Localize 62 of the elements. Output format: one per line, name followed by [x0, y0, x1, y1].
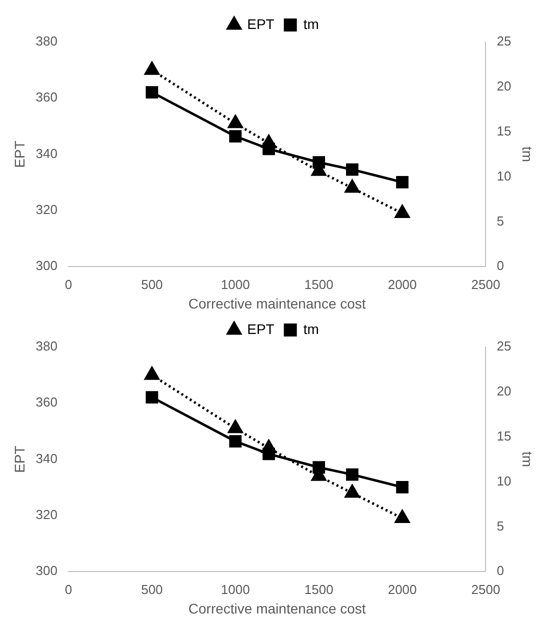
- y2-tick-label: 20: [496, 384, 512, 398]
- y2-tick-label: 10: [496, 168, 512, 184]
- y-tick-label: 380: [36, 338, 58, 354]
- y2-tick-label: 5: [496, 213, 504, 228]
- point: [346, 163, 358, 176]
- x-tick-label: 1000: [220, 582, 250, 597]
- x-axis-title: Corrective maintenance cost: [188, 600, 366, 616]
- point: [144, 62, 160, 75]
- point: [146, 391, 158, 404]
- y2-tick-label: 15: [496, 123, 512, 138]
- y-tick-label: 340: [36, 450, 58, 466]
- point: [144, 366, 160, 380]
- x-axis-title: Corrective maintenance cost: [188, 295, 366, 312]
- x-tick-label: 0: [64, 582, 72, 597]
- y2-tick-label: 25: [496, 34, 512, 49]
- y2-tick-label: 10: [496, 473, 512, 488]
- point: [228, 115, 243, 128]
- x-tick-label: 500: [141, 582, 163, 597]
- point: [344, 484, 360, 498]
- x-tick-label: 2500: [471, 582, 500, 597]
- y2-axis-title: tm: [520, 452, 536, 468]
- point: [229, 130, 242, 143]
- y-axis-title: EPT: [11, 445, 28, 473]
- y-tick-label: 300: [36, 258, 58, 274]
- y-tick-label: 320: [36, 507, 58, 522]
- point: [229, 435, 242, 448]
- legend-label: tm: [303, 320, 319, 337]
- y-tick-label: 360: [36, 90, 58, 105]
- x-tick-label: 1500: [304, 582, 334, 597]
- point: [394, 510, 410, 524]
- point: [344, 180, 360, 193]
- x-tick-label: 1000: [220, 276, 250, 292]
- legend-label: EPT: [247, 16, 275, 32]
- y2-tick-label: 5: [496, 518, 504, 534]
- point: [396, 176, 408, 188]
- y-tick-label: 380: [36, 34, 58, 49]
- y-tick-label: 300: [36, 563, 58, 578]
- x-tick-label: 0: [64, 276, 72, 292]
- legend-label: tm: [303, 16, 319, 32]
- point: [396, 480, 408, 494]
- x-tick-label: 2000: [388, 582, 417, 597]
- point: [346, 468, 358, 481]
- y2-axis-title: tm: [520, 146, 536, 162]
- y-tick-label: 340: [36, 146, 58, 161]
- y2-tick-label: 25: [496, 338, 512, 354]
- x-tick-label: 2500: [471, 276, 500, 292]
- y-tick-label: 360: [36, 394, 58, 410]
- y-tick-label: 320: [36, 202, 58, 218]
- y2-tick-label: 20: [496, 78, 512, 94]
- x-tick-label: 500: [141, 276, 163, 292]
- y2-tick-label: 0: [496, 258, 504, 274]
- x-tick-label: 1500: [304, 276, 334, 292]
- y2-tick-label: 0: [496, 563, 504, 578]
- point: [146, 86, 158, 99]
- point: [394, 205, 410, 218]
- point: [228, 420, 243, 434]
- legend-label: EPT: [247, 320, 275, 337]
- y2-tick-label: 15: [496, 428, 512, 444]
- x-tick-label: 2000: [388, 276, 417, 292]
- point: [261, 440, 276, 453]
- point: [261, 134, 276, 148]
- y-axis-title: EPT: [11, 140, 28, 168]
